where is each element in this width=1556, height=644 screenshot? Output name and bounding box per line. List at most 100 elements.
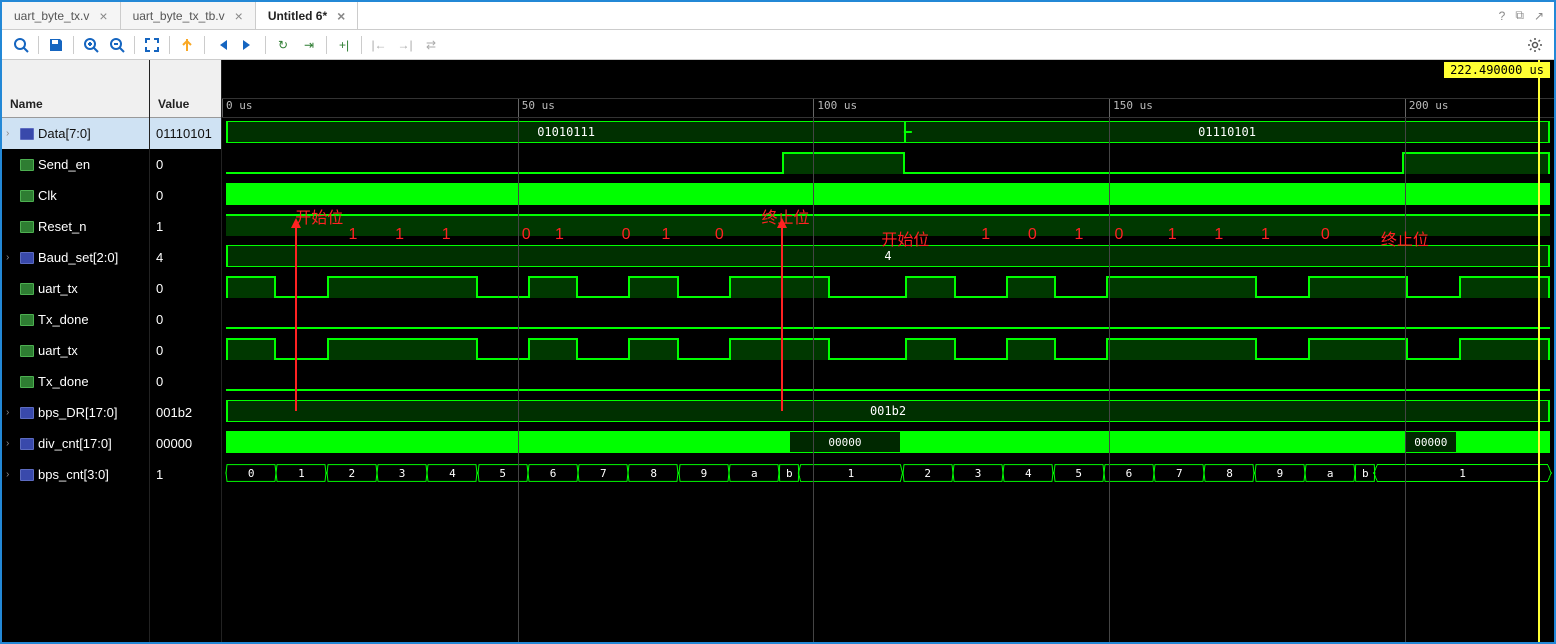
signal-label: Tx_done bbox=[38, 312, 89, 327]
expand-icon[interactable]: › bbox=[6, 252, 16, 263]
signal-name-row[interactable]: ›bps_DR[17:0] bbox=[2, 397, 149, 428]
signal-icon bbox=[20, 128, 34, 140]
signal-value-row[interactable]: 00000 bbox=[150, 428, 221, 459]
annotation-arrow bbox=[295, 226, 297, 411]
signal-value-row[interactable]: 01110101 bbox=[150, 118, 221, 149]
wave-row bbox=[226, 273, 1550, 301]
prev-marker-icon[interactable]: |← bbox=[366, 33, 392, 57]
signal-name-panel: Name › Data[7:0] Send_en Clk Reset_n › Baud_se… bbox=[2, 60, 150, 642]
signal-label: Send_en bbox=[38, 157, 90, 172]
signal-value-row[interactable]: 1 bbox=[150, 459, 221, 490]
signal-icon bbox=[20, 438, 34, 450]
signal-icon bbox=[20, 159, 34, 171]
gridline bbox=[1109, 118, 1110, 642]
ruler-tick: 50 us bbox=[518, 99, 555, 117]
wave-row: 4 bbox=[226, 242, 1550, 270]
signal-value-row[interactable]: 0 bbox=[150, 180, 221, 211]
signal-name-row[interactable]: Tx_done bbox=[2, 304, 149, 335]
signal-name-row[interactable]: Send_en bbox=[2, 149, 149, 180]
swap-marker-icon[interactable]: ⇄ bbox=[418, 33, 444, 57]
cursor-line[interactable] bbox=[1538, 60, 1540, 642]
signal-name-row[interactable]: ›bps_cnt[3:0] bbox=[2, 459, 149, 490]
signal-name-row[interactable]: Clk bbox=[2, 180, 149, 211]
signal-value-row[interactable]: 0 bbox=[150, 149, 221, 180]
signal-name-row[interactable]: Reset_n bbox=[2, 211, 149, 242]
relaunch-icon[interactable]: ↻ bbox=[270, 33, 296, 57]
signal-value-row[interactable]: 1 bbox=[150, 211, 221, 242]
step-icon[interactable]: ⇥ bbox=[296, 33, 322, 57]
signal-label: Data[7:0] bbox=[38, 126, 91, 141]
close-icon[interactable]: × bbox=[337, 8, 345, 24]
signal-value-row[interactable]: 0 bbox=[150, 335, 221, 366]
wave-row bbox=[226, 335, 1550, 363]
ruler-tick: 200 us bbox=[1405, 99, 1449, 117]
signal-icon bbox=[20, 469, 34, 481]
signal-icon bbox=[20, 221, 34, 233]
signal-value-row[interactable]: 0 bbox=[150, 366, 221, 397]
tab-2[interactable]: Untitled 6* × bbox=[256, 2, 359, 29]
tab-0[interactable]: uart_byte_tx.v × bbox=[2, 2, 121, 29]
popout-icon[interactable]: ↗ bbox=[1534, 9, 1544, 23]
name-header: Name bbox=[2, 60, 149, 118]
next-marker-icon[interactable]: →| bbox=[392, 33, 418, 57]
zoom-fit-icon[interactable] bbox=[139, 33, 165, 57]
wave-row: 001b2 bbox=[226, 397, 1550, 425]
goto-cursor-icon[interactable] bbox=[174, 33, 200, 57]
signal-label: Reset_n bbox=[38, 219, 86, 234]
signal-icon bbox=[20, 376, 34, 388]
signal-name-row[interactable]: uart_tx bbox=[2, 335, 149, 366]
save-icon[interactable] bbox=[43, 33, 69, 57]
time-ruler[interactable]: 0 us 50 us 100 us 150 us 200 us bbox=[222, 98, 1554, 118]
ruler-tick: 150 us bbox=[1109, 99, 1153, 117]
tab-bar: uart_byte_tx.v×uart_byte_tx_tb.v×Untitle… bbox=[2, 2, 1554, 30]
signal-icon bbox=[20, 252, 34, 264]
help-icon[interactable]: ? bbox=[1499, 9, 1506, 23]
next-transition-icon[interactable] bbox=[235, 33, 261, 57]
signal-label: Baud_set[2:0] bbox=[38, 250, 118, 265]
wave-row bbox=[226, 304, 1550, 332]
expand-icon[interactable]: › bbox=[6, 469, 16, 480]
zoom-in-icon[interactable] bbox=[78, 33, 104, 57]
main: Name › Data[7:0] Send_en Clk Reset_n › Baud_se… bbox=[2, 60, 1554, 642]
expand-icon[interactable]: › bbox=[6, 407, 16, 418]
tab-1[interactable]: uart_byte_tx_tb.v× bbox=[121, 2, 256, 29]
signal-name-row[interactable]: Tx_done bbox=[2, 366, 149, 397]
signal-name-row[interactable]: › Baud_set[2:0] bbox=[2, 242, 149, 273]
signal-name-row[interactable]: ›div_cnt[17:0] bbox=[2, 428, 149, 459]
signal-name-row[interactable]: uart_tx bbox=[2, 273, 149, 304]
tab-label: uart_byte_tx.v bbox=[14, 9, 89, 23]
close-icon[interactable]: × bbox=[235, 8, 243, 24]
add-marker-icon[interactable]: +| bbox=[331, 33, 357, 57]
maximize-icon[interactable]: ⧉ bbox=[1515, 8, 1524, 23]
wave-row: 0123456789ab123456789ab1 bbox=[226, 459, 1550, 487]
expand-icon[interactable]: › bbox=[6, 438, 16, 449]
close-icon[interactable]: × bbox=[99, 8, 107, 24]
zoom-out-icon[interactable] bbox=[104, 33, 130, 57]
tabbar-right: ? ⧉ ↗ bbox=[1499, 2, 1554, 29]
signal-value-row[interactable]: 0 bbox=[150, 273, 221, 304]
waveform-panel[interactable]: 222.490000 us 0 us 50 us 100 us 150 us 200 u… bbox=[222, 60, 1554, 642]
search-icon[interactable] bbox=[8, 33, 34, 57]
ruler-tick: 100 us bbox=[813, 99, 857, 117]
signal-value-row[interactable]: 4 bbox=[150, 242, 221, 273]
prev-transition-icon[interactable] bbox=[209, 33, 235, 57]
gridline bbox=[813, 118, 814, 642]
gridline bbox=[518, 118, 519, 642]
signal-value-row[interactable]: 0 bbox=[150, 304, 221, 335]
signal-name-row[interactable]: › Data[7:0] bbox=[2, 118, 149, 149]
signal-icon bbox=[20, 345, 34, 357]
signal-icon bbox=[20, 407, 34, 419]
expand-icon[interactable]: › bbox=[6, 128, 16, 139]
signal-label: Clk bbox=[38, 188, 57, 203]
wave-row bbox=[226, 149, 1550, 177]
signal-value-panel: Value 0111010100140000001b2000001 bbox=[150, 60, 222, 642]
wave-row: 0000000000 bbox=[226, 428, 1550, 456]
cursor-readout: 222.490000 us bbox=[1444, 62, 1550, 78]
toolbar: ↻ ⇥ +| |← →| ⇄ bbox=[2, 30, 1554, 60]
signal-icon bbox=[20, 314, 34, 326]
signal-value-row[interactable]: 001b2 bbox=[150, 397, 221, 428]
tab-label: Untitled 6* bbox=[268, 9, 327, 23]
wave-area[interactable]: 01010111011101014001b2000000000001234567… bbox=[222, 118, 1554, 642]
ruler-tick: 0 us bbox=[222, 99, 253, 117]
settings-icon[interactable] bbox=[1522, 33, 1548, 57]
